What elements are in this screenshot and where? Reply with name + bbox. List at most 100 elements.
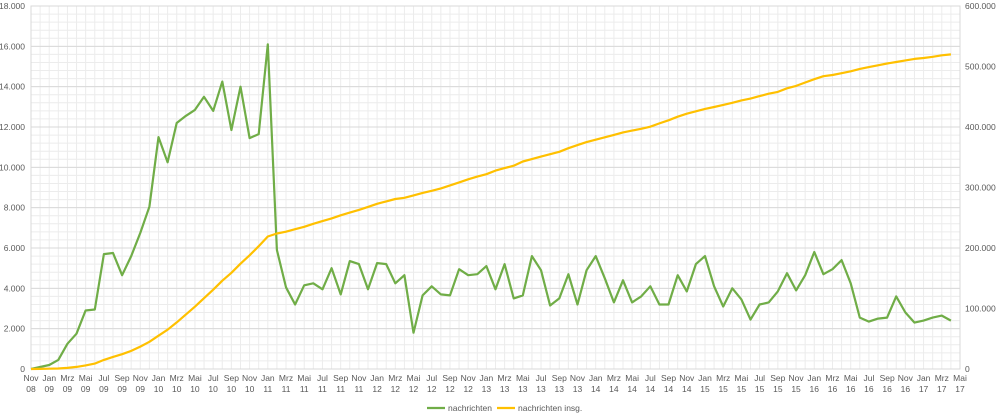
- x-tick-month: Jul: [317, 373, 328, 383]
- x-tick-year: 10: [227, 384, 237, 394]
- x-tick-year: 12: [445, 384, 455, 394]
- x-tick-month: Jul: [754, 373, 765, 383]
- x-tick-year: 15: [773, 384, 783, 394]
- x-tick-month: Jan: [589, 373, 603, 383]
- x-tick-month: Jul: [208, 373, 219, 383]
- x-tick-month: Sep: [115, 373, 130, 383]
- legend-label-nachrichten-insg: nachrichten insg.: [518, 403, 582, 413]
- x-tick-year: 13: [500, 384, 510, 394]
- left-tick-label: 18.000: [0, 1, 25, 11]
- x-tick-year: 10: [172, 384, 182, 394]
- x-tick-year: 12: [409, 384, 419, 394]
- x-tick-month: Jan: [261, 373, 275, 383]
- x-tick-year: 17: [937, 384, 947, 394]
- x-tick-month: Nov: [351, 373, 367, 383]
- x-tick-year: 11: [336, 384, 345, 394]
- x-tick-year: 16: [828, 384, 838, 394]
- x-tick-year: 11: [263, 384, 272, 394]
- x-tick-month: Nov: [898, 373, 914, 383]
- left-tick-label: 10.000: [0, 162, 25, 172]
- left-tick-label: 4.000: [4, 283, 26, 293]
- x-tick-year: 12: [372, 384, 382, 394]
- x-tick-month: Mai: [844, 373, 858, 383]
- x-tick-month: Mai: [953, 373, 967, 383]
- x-tick-month: Mrz: [607, 373, 621, 383]
- x-tick-month: Mrz: [716, 373, 730, 383]
- x-tick-year: 09: [136, 384, 146, 394]
- left-tick-label: 14.000: [0, 82, 25, 92]
- x-tick-year: 10: [245, 384, 255, 394]
- x-tick-month: Jan: [807, 373, 821, 383]
- x-tick-month: Nov: [570, 373, 586, 383]
- left-tick-label: 2.000: [4, 324, 26, 334]
- x-tick-year: 15: [755, 384, 765, 394]
- series-line-nachrichten-insg: [30, 53, 952, 371]
- x-tick-year: 13: [573, 384, 583, 394]
- x-tick-month: Jul: [98, 373, 109, 383]
- x-tick-year: 09: [44, 384, 54, 394]
- x-tick-year: 11: [282, 384, 291, 394]
- x-tick-month: Mai: [79, 373, 93, 383]
- x-tick-year: 15: [700, 384, 710, 394]
- x-tick-month: Nov: [242, 373, 258, 383]
- x-tick-year: 12: [427, 384, 437, 394]
- minor-gridlines: [30, 5, 960, 370]
- x-tick-month: Mai: [735, 373, 749, 383]
- right-tick-label: 500.000: [965, 62, 996, 72]
- x-tick-year: 17: [955, 384, 965, 394]
- x-tick-year: 15: [718, 384, 728, 394]
- right-tick-label: 600.000: [965, 1, 996, 11]
- right-axis: 0 100.000 200.000 300.000 400.000 500.000 600.…: [965, 1, 996, 374]
- right-tick-label: 0: [965, 364, 970, 374]
- x-tick-month: Nov: [461, 373, 477, 383]
- x-tick-month: Mai: [516, 373, 530, 383]
- legend: nachrichten nachrichten insg.: [427, 403, 582, 413]
- x-tick-year: 09: [99, 384, 109, 394]
- x-tick-month: Nov: [23, 373, 39, 383]
- x-tick-year: 14: [627, 384, 637, 394]
- x-tick-year: 13: [482, 384, 492, 394]
- x-tick-month: Mrz: [170, 373, 184, 383]
- x-tick-month: Nov: [133, 373, 149, 383]
- x-tick-month: Jan: [480, 373, 494, 383]
- x-tick-month: Jul: [645, 373, 656, 383]
- x-tick-month: Jul: [426, 373, 437, 383]
- x-tick-month: Mai: [297, 373, 311, 383]
- x-tick-month: Sep: [224, 373, 239, 383]
- left-tick-label: 16.000: [0, 41, 25, 51]
- x-tick-year: 13: [536, 384, 546, 394]
- x-tick-month: Mai: [407, 373, 421, 383]
- x-tick-year: 09: [63, 384, 73, 394]
- x-tick-year: 16: [864, 384, 874, 394]
- right-tick-label: 200.000: [965, 243, 996, 253]
- left-axis: 0 2.000 4.000 6.000 8.000 10.000 12.000 14.000 1…: [0, 1, 25, 374]
- x-axis: Nov08Jan09Mrz09Mai09Jul09Sep09Nov09Jan10…: [23, 373, 967, 394]
- x-tick-year: 11: [354, 384, 363, 394]
- x-tick-year: 11: [318, 384, 327, 394]
- x-tick-year: 08: [26, 384, 36, 394]
- x-tick-month: Sep: [333, 373, 348, 383]
- x-tick-year: 17: [919, 384, 929, 394]
- x-tick-month: Jul: [536, 373, 547, 383]
- x-tick-year: 16: [901, 384, 911, 394]
- x-tick-month: Mrz: [498, 373, 512, 383]
- x-tick-month: Jan: [152, 373, 166, 383]
- x-tick-year: 11: [300, 384, 309, 394]
- x-tick-year: 14: [591, 384, 601, 394]
- x-tick-year: 10: [208, 384, 218, 394]
- x-tick-month: Nov: [679, 373, 695, 383]
- legend-label-nachrichten: nachrichten: [448, 403, 492, 413]
- x-tick-month: Mrz: [60, 373, 74, 383]
- x-tick-year: 14: [664, 384, 674, 394]
- x-tick-year: 10: [190, 384, 200, 394]
- x-tick-month: Mai: [625, 373, 639, 383]
- x-tick-year: 15: [737, 384, 747, 394]
- series-layer: [30, 43, 952, 371]
- x-tick-month: Mai: [188, 373, 202, 383]
- x-tick-month: Jul: [863, 373, 874, 383]
- series-line-nachrichten: [30, 43, 952, 371]
- x-tick-year: 09: [81, 384, 91, 394]
- x-tick-year: 15: [791, 384, 801, 394]
- x-tick-month: Jan: [370, 373, 384, 383]
